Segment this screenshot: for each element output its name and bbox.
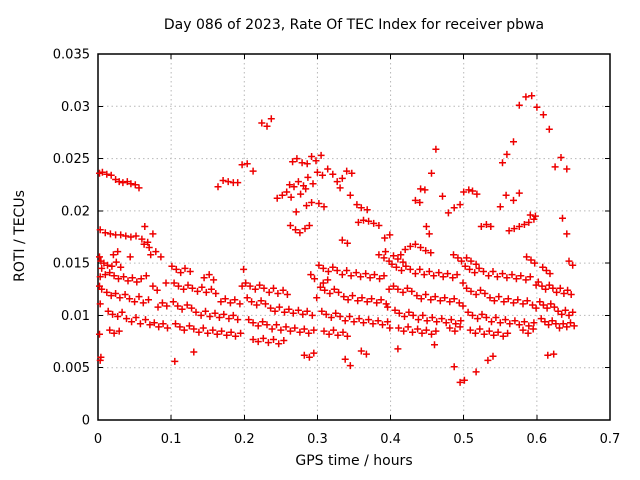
y-tick-label: 0.005 <box>53 361 90 376</box>
x-tick-label: 0.7 <box>600 432 621 447</box>
y-tick-label: 0.015 <box>53 257 90 272</box>
chart-title: Day 086 of 2023, Rate Of TEC Index for r… <box>163 17 545 33</box>
data-points <box>96 92 578 386</box>
y-tick-label: 0.035 <box>53 48 90 63</box>
y-tick-label: 0.025 <box>53 152 90 167</box>
y-tick-label: 0 <box>82 414 90 429</box>
tick-marks <box>97 53 611 421</box>
y-tick-label: 0.01 <box>61 309 90 324</box>
x-tick-label: 0.1 <box>161 432 182 447</box>
y-tick-label: 0.02 <box>61 204 90 219</box>
x-tick-label: 0.4 <box>380 432 401 447</box>
x-tick-label: 0 <box>94 432 102 447</box>
y-tick-label: 0.03 <box>61 100 90 115</box>
x-tick-label: 0.6 <box>527 432 548 447</box>
x-tick-label: 0.3 <box>307 432 328 447</box>
grid-lines <box>98 54 610 420</box>
x-axis-label: GPS time / hours <box>295 453 413 469</box>
x-tick-label: 0.5 <box>453 432 474 447</box>
x-tick-label: 0.2 <box>234 432 255 447</box>
plot-border <box>97 53 611 421</box>
